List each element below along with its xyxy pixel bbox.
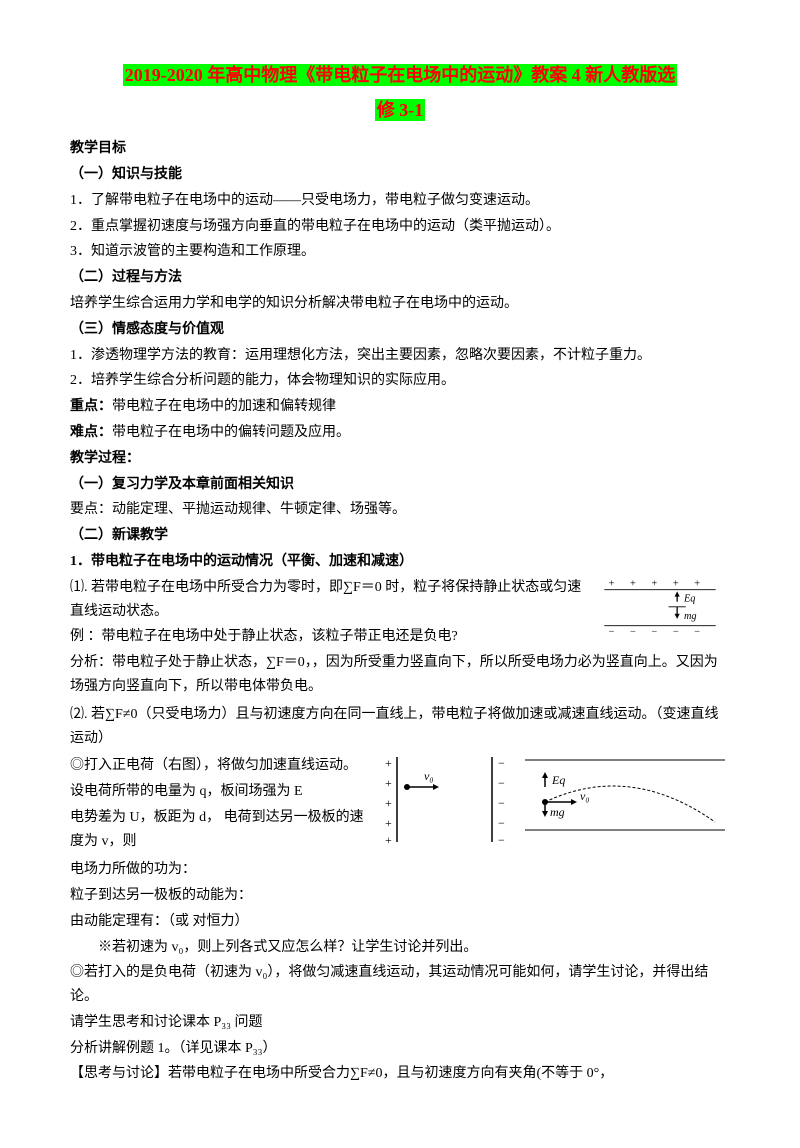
svg-text:−: − bbox=[498, 816, 505, 830]
svg-text:−: − bbox=[498, 756, 505, 770]
t1-p12: 分析讲解例题 1。（详见课本 P₃₃） bbox=[70, 1037, 730, 1061]
keypoint-text: 带电粒子在电场中的加速和偏转规律 bbox=[112, 399, 336, 414]
s3-item-2: 2．培养学生综合分析问题的能力，体会物理知识的实际应用。 bbox=[70, 369, 730, 393]
diagram1-eq-label: Eq bbox=[683, 593, 695, 604]
t1-analysis: 分析：带电粒子处于静止状态，∑F＝0，，因为所受重力竖直向下，所以所受电场力必为… bbox=[70, 651, 730, 699]
svg-text:+: + bbox=[385, 816, 392, 830]
t1-p9: ※若初速为 v₀，则上列各式又应怎么样？让学生讨论并列出。 bbox=[70, 936, 730, 960]
svg-text:−: − bbox=[630, 626, 636, 636]
keypoint-label: 重点： bbox=[70, 399, 112, 414]
svg-text:−: − bbox=[498, 776, 505, 790]
svg-text:+: + bbox=[385, 796, 392, 810]
s1-item-2: 2．重点掌握初速度与场强方向垂直的带电粒子在电场中的运动（类平抛运动）。 bbox=[70, 215, 730, 239]
svg-text:Eq: Eq bbox=[551, 773, 565, 787]
s3-item-1: 1．渗透物理学方法的教育：运用理想化方法，突出主要因素，忽略次要因素，不计粒子重… bbox=[70, 344, 730, 368]
diagram-3: Eq v₀ mg bbox=[520, 752, 730, 851]
svg-text:v₀: v₀ bbox=[580, 789, 590, 803]
s1-item-1: 1．了解带电粒子在电场中的运动——只受电场力，带电粒子做匀变速运动。 bbox=[70, 189, 730, 213]
svg-text:+: + bbox=[385, 756, 392, 770]
review-text: 要点：动能定理、平抛运动规律、牛顿定律、场强等。 bbox=[70, 498, 730, 522]
t1-p13: 【思考与讨论】若带电粒子在电场中所受合力∑F≠0，且与初速度方向有夹角(不等于 … bbox=[70, 1062, 730, 1086]
topic1-heading: 1．带电粒子在电场中的运动情况（平衡、加速和减速） bbox=[70, 550, 730, 574]
svg-text:+: + bbox=[651, 578, 657, 589]
subsection-2-heading: （二）过程与方法 bbox=[70, 266, 730, 290]
svg-text:−: − bbox=[498, 796, 505, 810]
svg-text:−: − bbox=[694, 626, 700, 636]
svg-text:−: − bbox=[609, 626, 615, 636]
t1-p2: ⑵. 若∑F≠0（只受电场力）且与初速度方向在同一直线上，带电粒子将做加速或减速… bbox=[70, 703, 730, 751]
svg-text:−: − bbox=[651, 626, 657, 636]
diagram-1: + + + + + Eq mg − − − − − bbox=[590, 576, 730, 645]
svg-text:+: + bbox=[694, 578, 700, 589]
diagram-row: Eq v₀ mg + + + + + v₀ − − − bbox=[70, 752, 730, 856]
svg-text:mg: mg bbox=[550, 805, 565, 819]
process-heading: 教学过程： bbox=[70, 447, 730, 471]
t1-p11: 请学生思考和讨论课本 P₃₃ 问题 bbox=[70, 1011, 730, 1035]
keypoint-line: 重点：带电粒子在电场中的加速和偏转规律 bbox=[70, 395, 730, 419]
s1-item-3: 3．知道示波管的主要构造和工作原理。 bbox=[70, 240, 730, 264]
t1-p7: 粒子到达另一极板的动能为： bbox=[70, 884, 730, 908]
svg-text:+: + bbox=[385, 776, 392, 790]
difficult-label: 难点： bbox=[70, 425, 112, 440]
diagram1-mg-label: mg bbox=[684, 611, 697, 622]
difficult-line: 难点：带电粒子在电场中的偏转问题及应用。 bbox=[70, 421, 730, 445]
svg-text:−: − bbox=[498, 833, 505, 847]
difficult-text: 带电粒子在电场中的偏转问题及应用。 bbox=[112, 425, 350, 440]
title-highlight-2: 修 3-1 bbox=[375, 99, 426, 121]
svg-text:+: + bbox=[673, 578, 679, 589]
subsection-3-heading: （三）情感态度与价值观 bbox=[70, 318, 730, 342]
title-highlight-1: 2019-2020 年高中物理《带电粒子在电场中的运动》教案 4 新人教版选 bbox=[123, 64, 678, 86]
t1-p6: 电场力所做的功为： bbox=[70, 858, 730, 882]
t1-p8: 由动能定理有：（或 对恒力） bbox=[70, 910, 730, 934]
svg-text:−: − bbox=[673, 626, 679, 636]
t1-p10: ◎若打入的是负电荷（初速为 v₀），将做匀减速直线运动，其运动情况可能如何，请学… bbox=[70, 961, 730, 1009]
subsection-1-heading: （一）知识与技能 bbox=[70, 163, 730, 187]
document-title-line1: 2019-2020 年高中物理《带电粒子在电场中的运动》教案 4 新人教版选 bbox=[70, 60, 730, 91]
diagram-2: + + + + + v₀ − − − − − bbox=[382, 752, 512, 856]
goals-heading: 教学目标 bbox=[70, 137, 730, 161]
svg-text:+: + bbox=[385, 833, 392, 847]
review-heading: （一）复习力学及本章前面相关知识 bbox=[70, 473, 730, 497]
s2-item-1: 培养学生综合运用力学和电学的知识分析解决带电粒子在电场中的运动。 bbox=[70, 292, 730, 316]
svg-text:+: + bbox=[630, 578, 636, 589]
newlesson-heading: （二）新课教学 bbox=[70, 524, 730, 548]
document-title-line2: 修 3-1 bbox=[70, 95, 730, 126]
svg-text:v₀: v₀ bbox=[424, 769, 434, 783]
svg-text:+: + bbox=[609, 578, 615, 589]
